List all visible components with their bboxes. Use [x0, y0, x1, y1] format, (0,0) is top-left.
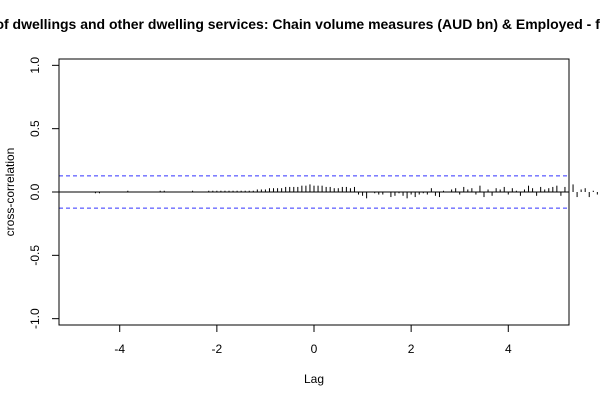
y-axis: -1.0 -0.5 0.0 0.5 1.0: [28, 57, 60, 329]
y-tick-label: -1.0: [28, 308, 42, 329]
x-tick-label: -4: [114, 342, 125, 356]
y-tick-label: 0.5: [28, 120, 42, 137]
x-axis: -4 -2 0 2 4: [114, 324, 512, 356]
chart-title: Ownership of dwellings and other dwellin…: [0, 16, 600, 32]
y-tick-label: -0.5: [28, 245, 42, 266]
x-tick-label: 4: [505, 342, 512, 356]
ccf-bars: [94, 184, 598, 199]
y-axis-label: cross-correlation: [3, 148, 17, 237]
x-tick-label: 2: [408, 342, 415, 356]
y-tick-label: 0.0: [28, 183, 42, 200]
y-tick-label: 1.0: [28, 57, 42, 74]
x-axis-label: Lag: [304, 372, 324, 386]
x-tick-label: 0: [311, 342, 318, 356]
x-tick-label: -2: [212, 342, 223, 356]
